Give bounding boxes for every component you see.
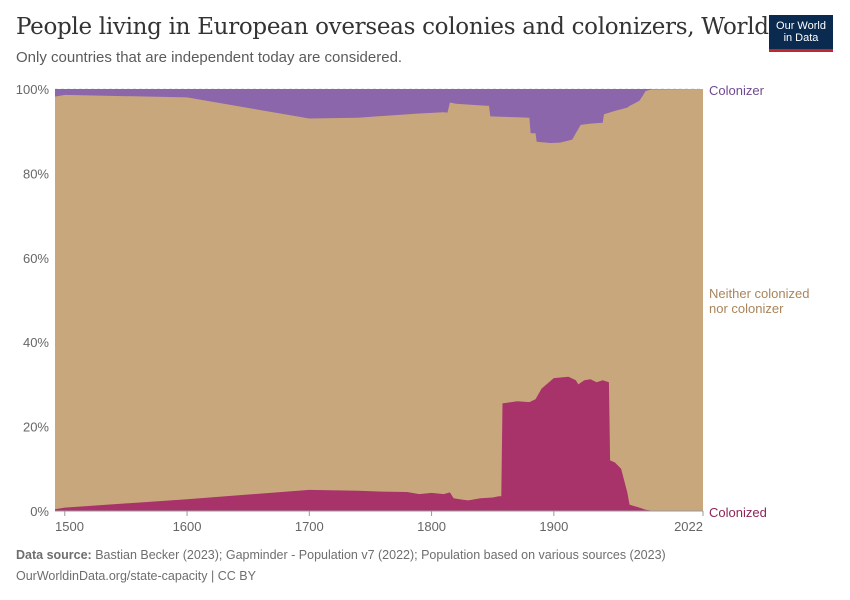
y-tick-label: 40% [23, 335, 49, 350]
label-neither-line-2: nor colonizer [709, 301, 784, 316]
label-colonizer: Colonizer [709, 83, 765, 98]
x-tick-label: 1600 [173, 519, 202, 534]
label-neither: Neither colonized nor colonizer [709, 286, 809, 316]
logo-line-1: Our World [776, 20, 826, 32]
owid-logo[interactable]: Our World in Data [769, 15, 833, 52]
x-tick-label: 1500 [55, 519, 84, 534]
source-line: Data source: Bastian Becker (2023); Gapm… [16, 548, 666, 562]
y-tick-label: 20% [23, 420, 49, 435]
y-tick-label: 0% [30, 504, 49, 519]
source-label: Data source: [16, 548, 92, 562]
series-labels: Colonizer Neither colonized nor colonizer C… [709, 83, 809, 520]
label-neither-line-1: Neither colonized [709, 286, 809, 301]
axes: 0% 20% 40% 60% 80% 100% 1500 1600 1700 1800 1900 20… [16, 82, 704, 534]
source-text: Bastian Becker (2023); Gapminder - Popul… [95, 548, 666, 562]
chart-title: People living in European overseas colon… [16, 14, 769, 40]
x-tick-label: 1900 [539, 519, 568, 534]
areas [55, 89, 703, 511]
area-colonized [55, 376, 703, 511]
y-tick-label: 80% [23, 166, 49, 181]
x-tick-label: 2022 [674, 519, 703, 534]
x-tick-label: 1800 [417, 519, 446, 534]
url-line[interactable]: OurWorldinData.org/state-capacity | CC B… [16, 569, 256, 583]
logo-line-2: in Data [783, 32, 819, 44]
x-tick-label: 1700 [295, 519, 324, 534]
area-colonizer [55, 89, 703, 143]
y-tick-label: 100% [16, 82, 50, 97]
y-tick-label: 60% [23, 251, 49, 266]
chart-subtitle: Only countries that are independent toda… [16, 49, 403, 66]
label-colonized: Colonized [709, 505, 767, 520]
area-chart: 0% 20% 40% 60% 80% 100% 1500 1600 1700 1800 1900 20… [16, 82, 810, 534]
